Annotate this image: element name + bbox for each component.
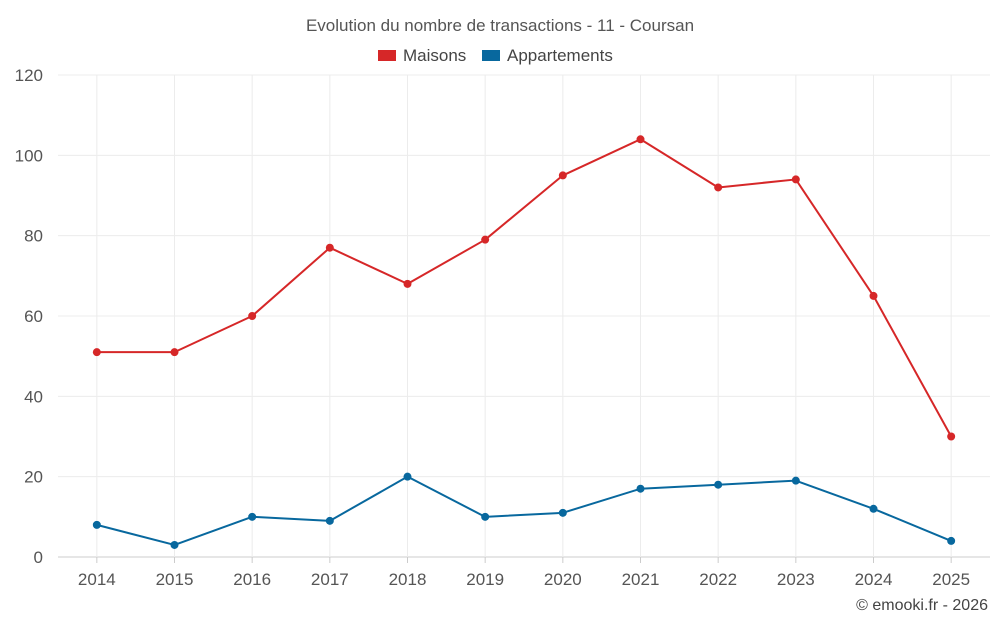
data-point-appartements[interactable] — [558, 508, 567, 517]
data-point-appartements[interactable] — [325, 516, 334, 525]
data-point-maisons[interactable] — [403, 279, 412, 288]
legend-label-maisons: Maisons — [403, 46, 466, 65]
x-tick-label: 2016 — [233, 570, 271, 589]
data-point-appartements[interactable] — [248, 512, 257, 521]
y-tick-label: 60 — [24, 307, 43, 326]
x-tick-label: 2020 — [544, 570, 582, 589]
x-tick-label: 2017 — [311, 570, 349, 589]
legend-item-maisons[interactable]: Maisons — [378, 46, 466, 65]
data-point-appartements[interactable] — [714, 480, 723, 489]
y-tick-label: 20 — [24, 468, 43, 487]
legend-swatch-maisons — [378, 50, 396, 61]
legend: Maisons Appartements — [378, 46, 613, 65]
x-tick-label: 2014 — [78, 570, 116, 589]
data-point-appartements[interactable] — [481, 512, 490, 521]
x-tick-label: 2023 — [777, 570, 815, 589]
y-tick-label: 80 — [24, 227, 43, 246]
data-point-maisons[interactable] — [170, 348, 179, 357]
data-point-maisons[interactable] — [325, 243, 334, 252]
series — [92, 135, 956, 549]
series-line-maisons — [96, 138, 953, 437]
x-tick-label: 2021 — [622, 570, 660, 589]
legend-label-appartements: Appartements — [507, 46, 613, 65]
data-point-appartements[interactable] — [869, 504, 878, 513]
y-tick-label: 100 — [15, 146, 43, 165]
x-tick-label: 2019 — [466, 570, 504, 589]
series-line-appartements — [96, 475, 952, 546]
data-point-maisons[interactable] — [481, 235, 490, 244]
data-point-maisons[interactable] — [248, 312, 257, 320]
x-tick-label: 2025 — [932, 570, 970, 589]
axes: 0 20 40 60 80 100 120 2014 2015 2016 2017 2018 2019 2… — [15, 66, 970, 589]
data-point-maisons[interactable] — [714, 183, 723, 192]
data-point-maisons[interactable] — [869, 291, 878, 300]
x-tick-label: 2018 — [389, 570, 427, 589]
data-point-appartements[interactable] — [92, 520, 101, 529]
data-point-appartements[interactable] — [170, 540, 179, 549]
data-point-maisons[interactable] — [791, 175, 800, 184]
legend-swatch-appartements — [482, 50, 500, 61]
grid — [58, 74, 990, 558]
y-tick-label: 0 — [34, 548, 43, 567]
data-point-maisons[interactable] — [92, 348, 101, 357]
chart-title: Evolution du nombre de transactions - 11… — [306, 16, 694, 35]
data-point-maisons[interactable] — [558, 171, 567, 180]
x-tick-label: 2022 — [699, 570, 737, 589]
x-tick-label: 2015 — [156, 570, 194, 589]
credit-text: © emooki.fr - 2026 — [856, 597, 988, 614]
y-tick-label: 120 — [15, 66, 43, 85]
data-point-appartements[interactable] — [403, 472, 412, 481]
data-point-appartements[interactable] — [636, 484, 645, 493]
x-tick-label: 2024 — [855, 570, 893, 589]
y-tick-label: 40 — [24, 387, 43, 406]
data-point-appartements[interactable] — [947, 536, 956, 545]
data-point-appartements[interactable] — [791, 476, 800, 485]
legend-item-appartements[interactable]: Appartements — [482, 46, 613, 65]
data-point-maisons[interactable] — [636, 135, 645, 144]
data-point-maisons[interactable] — [947, 432, 956, 441]
